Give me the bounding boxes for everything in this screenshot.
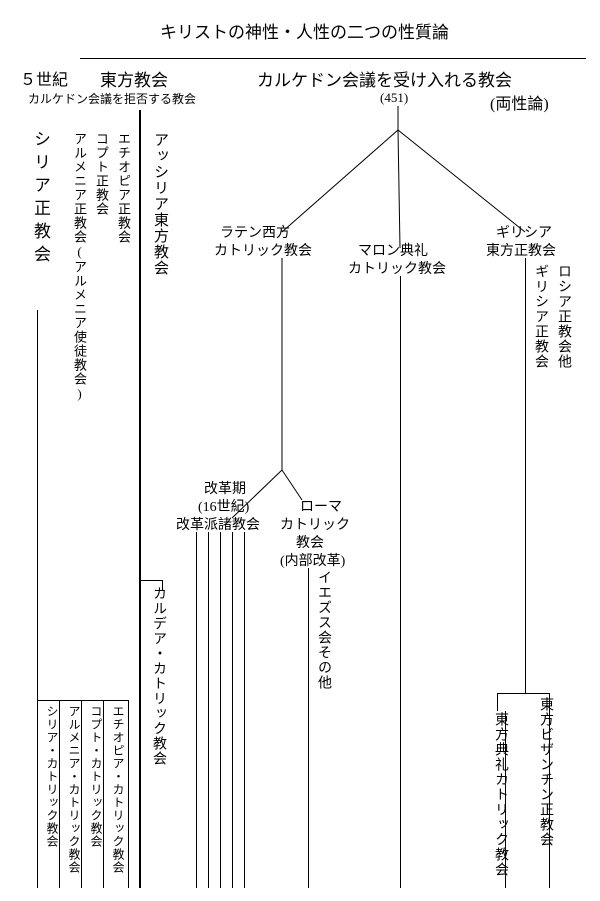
chalcedon-note: (両性論) [490,90,549,114]
reform-a: 改革期 [204,478,246,498]
greek-orthodox: ギリシア正教会 [530,264,550,369]
ethiopian-orthodox: エチオピア正教会 [114,132,133,244]
roman-line [308,568,309,888]
roman-c: 教会 [296,532,324,552]
roman-b: カトリック [280,514,350,534]
east-subheading: カルケドン会議を拒否する教会 [28,90,196,107]
reform-line-4 [232,532,233,888]
reform-c: 改革派諸教会 [176,514,260,534]
ec-left-border [37,700,38,888]
armenian-orthodox: アルメニア正教会(アルメニア使徒教会) [70,132,89,402]
ec-d2 [81,700,82,888]
reform-line-5 [244,532,245,888]
ec-top-border [37,700,129,701]
greek-east-a: ギリシア [496,222,552,242]
ec-right-border [128,700,129,888]
east-heading: 東方教会 [100,66,168,91]
ethiopian-catholic: エチオピア・カトリック教会 [110,705,127,874]
eastern-catholic-vbranch [497,693,498,711]
ebyz-line [549,693,550,888]
greek-east-line [525,258,526,693]
jesuits: イエズス会その他 [313,570,333,690]
east-sep-line [139,110,141,888]
eastern-catholic: 東方典礼カトリック教会 [490,712,510,877]
ecat-line [505,711,506,888]
coptic-orthodox: コプト正教会 [92,132,111,216]
eastern-byzantine: 東方ビザンチン正教会 [535,697,555,847]
orient-line-syriac [37,310,38,700]
greek-east-b: 東方正教会 [486,240,556,260]
roman-a: ローマ [300,496,342,516]
latin-west-b: カトリック教会 [214,240,312,260]
maronite-a: マロン典礼 [358,240,428,260]
reform-line-3 [220,532,221,888]
eastern-catholic-hbranch [497,693,525,694]
chaldean-vbranch [162,580,163,590]
page-title: キリストの神性・人性の二つの性質論 [160,18,449,43]
maronite-line [400,276,401,888]
title-rule [80,58,586,59]
ec-d3 [103,700,104,888]
russian-orthodox: ロシア正教会他 [553,264,573,369]
chalcedon-heading: カルケドン会議を受け入れる教会 [257,66,512,91]
assyrian-east: アッシリア東方教会 [150,132,171,276]
chaldean-catholic: カルデア・カトリック教会 [148,586,168,766]
maronite-b: カトリック教会 [348,258,446,278]
latin-west-a: ラテン西方 [220,222,290,242]
reform-b: (16世紀) [198,496,249,516]
chalcedon-year: (451) [380,90,408,106]
reform-line-2 [208,532,209,888]
ec-d1 [59,700,60,888]
ebyz-top-h [525,693,549,694]
reform-line-1 [196,532,197,888]
century-label: ５世紀 [20,66,68,90]
syriac-orthodox: シリア正教会 [28,130,53,268]
chaldean-hbranch [139,580,163,581]
roman-d: (内部改革) [280,550,345,570]
